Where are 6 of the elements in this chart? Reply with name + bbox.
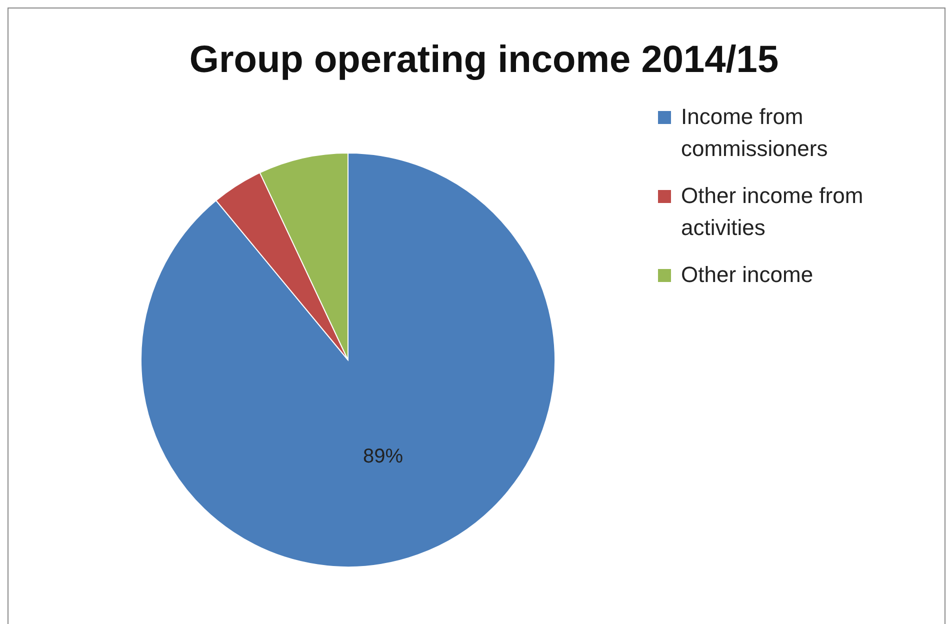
data-label: 89%	[363, 446, 404, 468]
pie-slice	[140, 152, 556, 568]
legend-label: Income from commissioners	[681, 104, 828, 161]
legend-label: Other income	[681, 262, 814, 287]
legend-label: Other income from activities	[681, 182, 864, 240]
chart-title: Group operating income 2014/15	[189, 39, 779, 82]
